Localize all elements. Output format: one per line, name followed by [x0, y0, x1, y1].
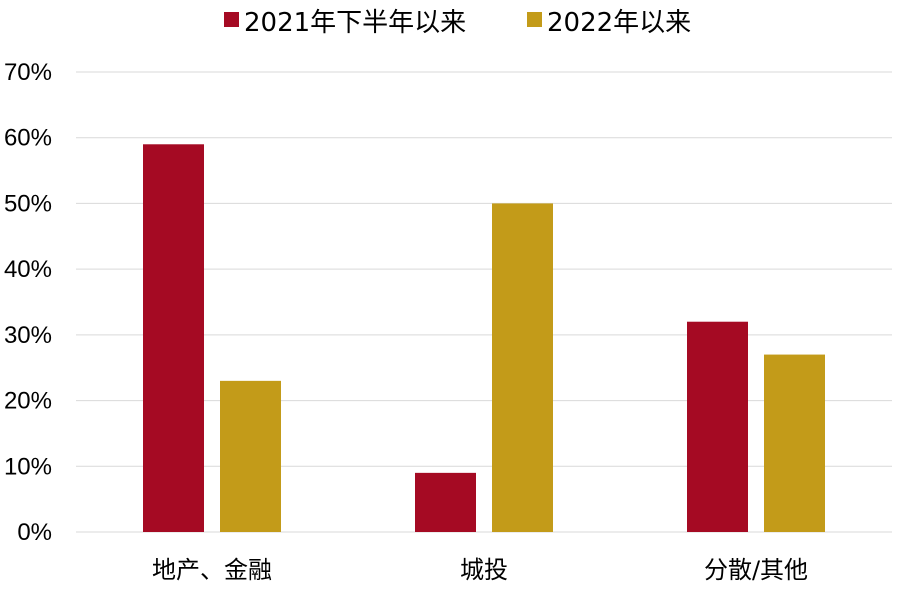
y-tick-label: 50%: [4, 190, 52, 217]
y-tick-label: 0%: [17, 519, 52, 546]
bar-series-2-category-1: [220, 380, 281, 532]
legend-label-series-2: 2022年以来: [547, 8, 691, 38]
bar-series-1-category-3: [687, 321, 748, 532]
y-tick-label: 60%: [4, 125, 52, 152]
x-axis-category-labels: 地产、金融 城投 分散/其他: [152, 556, 808, 584]
bars: [143, 144, 825, 533]
x-category-label: 城投: [460, 556, 508, 584]
y-tick-label: 40%: [4, 256, 52, 283]
legend-label-series-1: 2021年下半年以来: [244, 8, 466, 38]
gridlines: [76, 71, 892, 533]
y-tick-label: 70%: [4, 59, 52, 86]
y-axis-tick-labels: 0% 10% 20% 30% 40% 50% 60% 70%: [4, 59, 52, 546]
legend-swatch-series-1: [224, 12, 239, 27]
bar-series-2-category-2: [492, 203, 553, 532]
legend: 2021年下半年以来 2022年以来: [224, 8, 691, 38]
x-category-label: 分散/其他: [704, 556, 808, 584]
bar-series-1-category-1: [143, 144, 204, 533]
y-tick-label: 10%: [4, 453, 52, 480]
legend-swatch-series-2: [527, 12, 542, 27]
bar-series-1-category-2: [415, 472, 476, 532]
bar-series-2-category-3: [764, 354, 825, 532]
y-tick-label: 20%: [4, 388, 52, 415]
x-category-label: 地产、金融: [152, 556, 272, 584]
y-tick-label: 30%: [4, 322, 52, 349]
